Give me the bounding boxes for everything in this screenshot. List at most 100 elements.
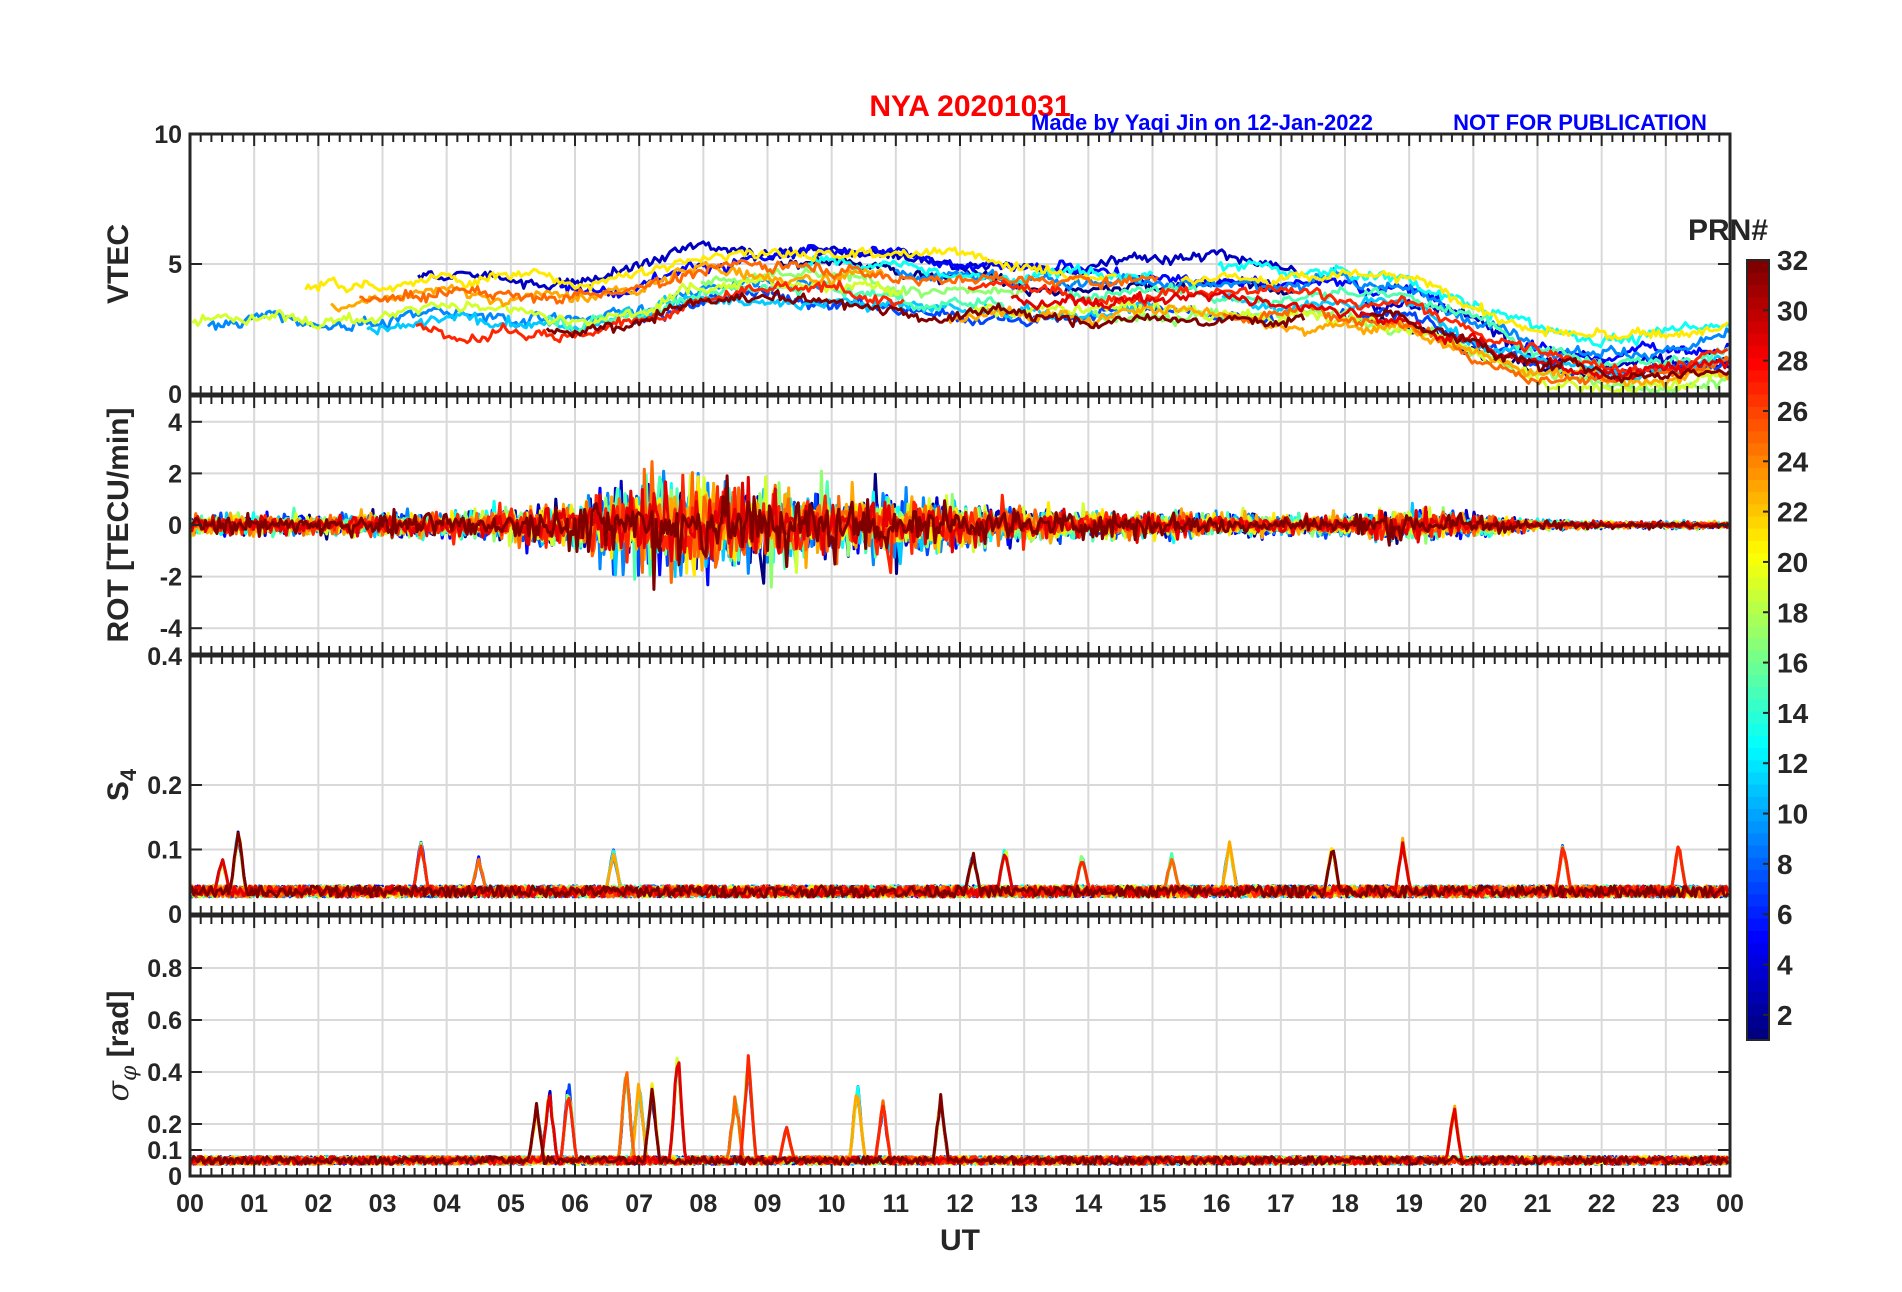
colorbar-swatch <box>1747 601 1769 615</box>
x-axis-label: UT <box>940 1224 980 1257</box>
colorbar-swatch <box>1747 747 1769 761</box>
colorbar-swatch <box>1747 759 1769 773</box>
colorbar-swatch <box>1747 613 1769 627</box>
colorbar-swatch <box>1747 394 1769 407</box>
series-line-prn-21 <box>304 246 1118 294</box>
tick-marks <box>189 916 1731 1177</box>
x-tick-label: 01 <box>240 1190 268 1218</box>
x-tick-label: 02 <box>304 1190 332 1218</box>
y-tick-label: 0.2 <box>147 772 182 800</box>
colorbar-tick-label: 2 <box>1777 1000 1793 1031</box>
colorbar-swatch <box>1747 796 1769 810</box>
colorbar-swatch <box>1747 893 1769 907</box>
colorbar-swatch <box>1747 857 1769 870</box>
series-line-prn-32 <box>1369 308 1730 384</box>
x-tick-label: 13 <box>1010 1190 1038 1218</box>
colorbar-swatch <box>1747 564 1769 578</box>
colorbar-tick-label: 32 <box>1777 245 1808 276</box>
series-line-prn-32 <box>545 289 1306 339</box>
colorbar-swatch <box>1747 308 1769 322</box>
y-tick-label: 0 <box>168 381 182 409</box>
colorbar-swatch <box>1747 589 1769 602</box>
x-tick-label: 09 <box>754 1190 782 1218</box>
colorbar-swatch <box>1747 333 1769 346</box>
colorbar-tick-label: 18 <box>1777 597 1808 628</box>
y-tick-label: 0.4 <box>147 643 182 671</box>
tick-marks <box>189 133 1731 395</box>
x-tick-label: 20 <box>1459 1190 1487 1218</box>
colorbar-tick-label: 28 <box>1777 346 1808 377</box>
colorbar-swatch <box>1747 369 1769 383</box>
colorbar-swatch <box>1747 491 1769 505</box>
x-tick-label: 08 <box>689 1190 717 1218</box>
colorbar-swatch <box>1747 528 1769 541</box>
colorbar-tick-label: 6 <box>1777 899 1793 930</box>
colorbar-swatch <box>1747 260 1769 273</box>
colorbar-swatch <box>1747 1015 1769 1029</box>
y-tick-label: -2 <box>160 564 182 592</box>
colorbar-tick-label: 14 <box>1777 698 1809 729</box>
y-tick-label: 4 <box>168 409 182 437</box>
y-tick-label: 0.1 <box>147 1137 182 1165</box>
y-tick-label: -4 <box>160 615 182 643</box>
colorbar-swatch <box>1747 515 1769 529</box>
colorbar-swatch <box>1747 979 1769 992</box>
colorbar-swatch <box>1747 1003 1769 1017</box>
y-tick-label: 0 <box>168 901 182 929</box>
x-tick-label: 04 <box>433 1190 461 1218</box>
colorbar-swatch <box>1747 552 1769 566</box>
y-tick-label: 0 <box>168 512 182 540</box>
x-tick-label: 15 <box>1139 1190 1167 1218</box>
colorbar-swatch <box>1747 479 1769 493</box>
rot-panel: -4 -2 0 2 4 ROT [TECU/min] <box>102 394 1732 656</box>
colorbar-swatch <box>1747 845 1769 858</box>
credit-label: Made by Yaqi Jin on 12-Jan-2022 <box>1031 110 1373 135</box>
colorbar-swatch <box>1747 406 1769 420</box>
colorbar-swatch <box>1747 674 1769 688</box>
tick-marks <box>189 655 1731 915</box>
colorbar-swatch <box>1747 942 1769 956</box>
colorbar-tick-label: 16 <box>1777 648 1808 679</box>
colorbar-swatch <box>1747 662 1769 675</box>
colorbar-swatch <box>1747 869 1769 883</box>
y-tick-label: 0.6 <box>147 1007 182 1035</box>
colorbar-swatch <box>1747 686 1769 700</box>
colorbar-swatch <box>1747 881 1769 895</box>
series-line-prn-11 <box>366 294 1158 336</box>
colorbar-swatch <box>1747 710 1769 724</box>
colorbar-swatch <box>1747 905 1769 919</box>
colorbar-swatch <box>1747 381 1769 395</box>
colorbar-tick-label: 20 <box>1777 547 1808 578</box>
grid <box>189 916 1731 1177</box>
colorbar-swatch <box>1747 784 1769 797</box>
s4-panel: 0 0.1 0.2 0.4 S4 <box>102 643 1732 929</box>
series-group <box>190 1054 1730 1166</box>
series-line-prn-21 <box>1180 268 1729 341</box>
colorbar-swatch <box>1747 1027 1769 1041</box>
x-tick-label: 19 <box>1395 1190 1423 1218</box>
y-tick-label: 0 <box>168 1163 182 1191</box>
y-tick-label: 0.4 <box>147 1059 182 1087</box>
y-tick-label: 0.8 <box>147 955 182 983</box>
x-tick-label: 11 <box>883 1190 910 1218</box>
colorbar-swatch <box>1747 442 1769 456</box>
colorbar-swatch <box>1747 966 1769 980</box>
colorbar-swatch <box>1747 930 1769 944</box>
x-tick-label: 10 <box>818 1190 846 1218</box>
colorbar-tick-label: 4 <box>1777 950 1793 981</box>
colorbar-swatch <box>1747 345 1769 359</box>
y-axis-label: σφ [rad] <box>101 991 142 1102</box>
colorbar-swatch <box>1747 771 1769 785</box>
x-tick-label: 16 <box>1203 1190 1231 1218</box>
x-tick-label: 21 <box>1524 1190 1552 1218</box>
colorbar-swatch <box>1747 272 1769 285</box>
colorbar-swatch <box>1747 320 1769 334</box>
chart-title: NYA 20201031 <box>869 90 1070 123</box>
y-tick-label: 0.1 <box>147 837 182 865</box>
colorbar-swatch <box>1747 625 1769 639</box>
x-tick-label: 22 <box>1588 1190 1616 1218</box>
notice-label: NOT FOR PUBLICATION <box>1453 110 1707 135</box>
x-tick-label: 17 <box>1267 1190 1295 1218</box>
tick-marks <box>189 396 1731 654</box>
colorbar-tick-label: 30 <box>1777 295 1808 326</box>
